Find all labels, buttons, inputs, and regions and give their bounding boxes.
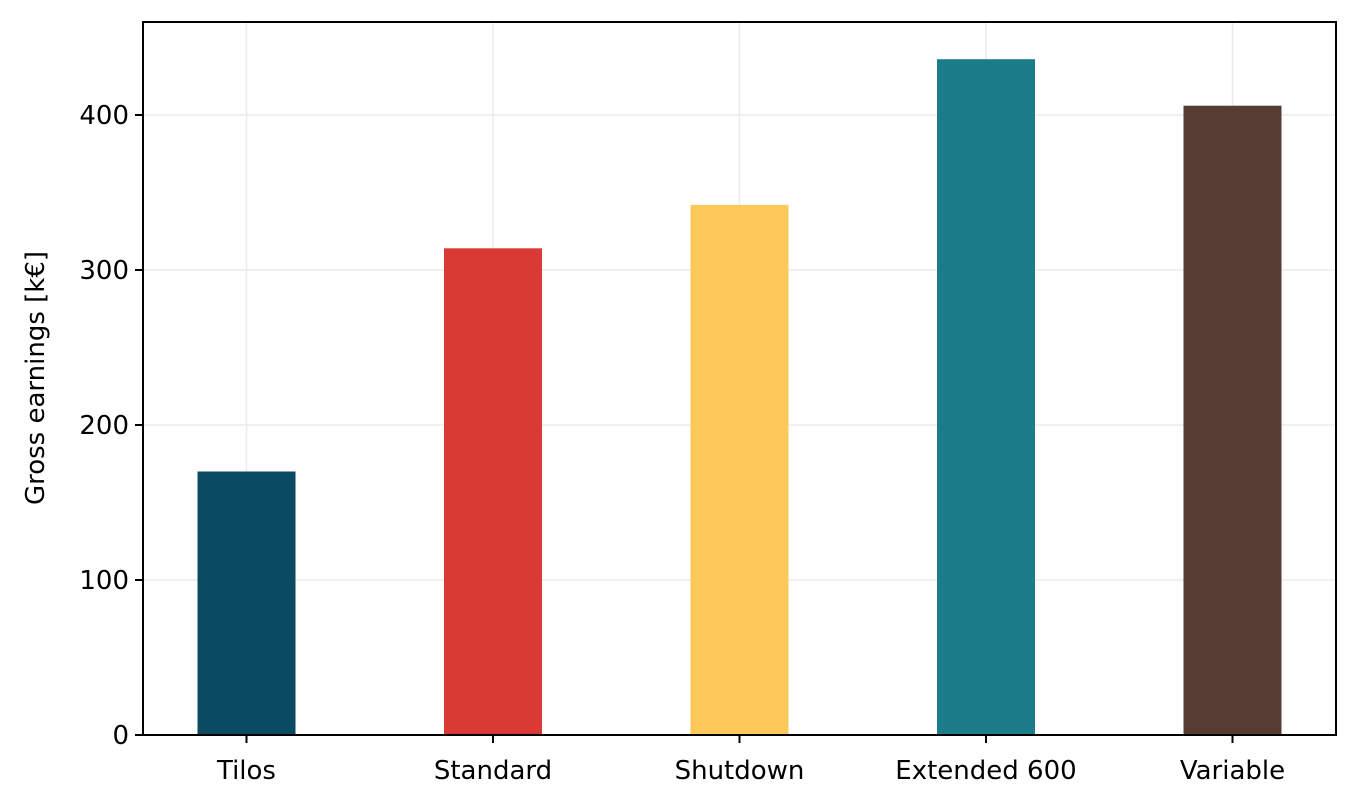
bar-shutdown bbox=[690, 204, 789, 735]
x-tick-label: Variable bbox=[1180, 756, 1285, 786]
y-tick-label: 200 bbox=[79, 411, 129, 441]
x-tick-label: Standard bbox=[434, 756, 552, 786]
bar-extended-600 bbox=[937, 59, 1035, 735]
y-tick-label: 300 bbox=[79, 256, 129, 286]
y-tick-label: 100 bbox=[79, 566, 129, 596]
x-tick-label: Tilos bbox=[216, 756, 276, 786]
y-tick-label: 0 bbox=[112, 721, 129, 751]
bar-standard bbox=[444, 248, 542, 736]
ticks: 0 100 200 300 400 Tilos Standard Shutdown Extend… bbox=[79, 101, 1285, 786]
x-tick-label: Extended 600 bbox=[895, 756, 1076, 786]
y-axis-label: Gross earnings [k€] bbox=[21, 251, 51, 505]
bars bbox=[197, 59, 1282, 736]
y-tick-label: 400 bbox=[79, 101, 129, 131]
bar-variable bbox=[1183, 105, 1282, 735]
bar-tilos bbox=[197, 471, 296, 735]
x-tick-label: Shutdown bbox=[675, 756, 805, 786]
